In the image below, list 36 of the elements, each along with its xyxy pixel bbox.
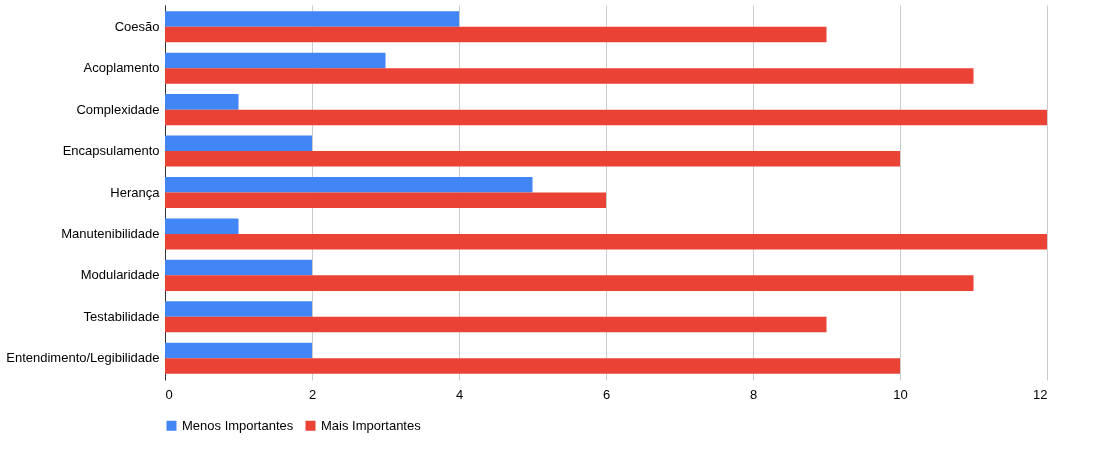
bar [165,301,312,317]
bar [165,342,312,359]
y-tick-label: Coesão [114,18,160,34]
y-tick-label: Entendimento/Legibilidade [6,350,160,366]
y-tick-label: Herança [110,184,161,200]
x-tick-label: 6 [602,386,611,402]
bar [165,135,312,152]
bar [165,233,1047,250]
x-tick-label: 10 [893,386,908,402]
bar [165,275,974,291]
y-tick-label: Testabilidade [83,308,160,324]
bar [165,192,606,209]
y-tick-label: Encapsulamento [62,143,160,159]
bar [165,316,827,333]
y-tick-label: Acoplamento [83,60,160,76]
bar [165,358,900,374]
y-tick-label: Manutenibilidade [61,225,160,241]
x-tick-label: 0 [165,386,173,402]
x-tick-label: 8 [749,386,758,402]
bar [165,68,974,84]
bar [165,94,239,110]
bar [165,11,459,27]
bar [165,176,533,193]
bar [165,52,386,69]
x-tick-label: 4 [455,386,464,402]
bar [165,218,239,234]
bar [165,109,1047,126]
legend-label: Menos Importantes [182,417,294,433]
x-tick-label: 2 [308,386,317,402]
y-tick-label: Modularidade [80,267,160,283]
bar [165,151,900,167]
bar [165,26,827,43]
bar [165,259,312,276]
y-tick-label: Complexidade [76,101,160,117]
x-tick-label: 12 [1033,386,1048,402]
legend-label: Mais Importantes [321,417,422,433]
